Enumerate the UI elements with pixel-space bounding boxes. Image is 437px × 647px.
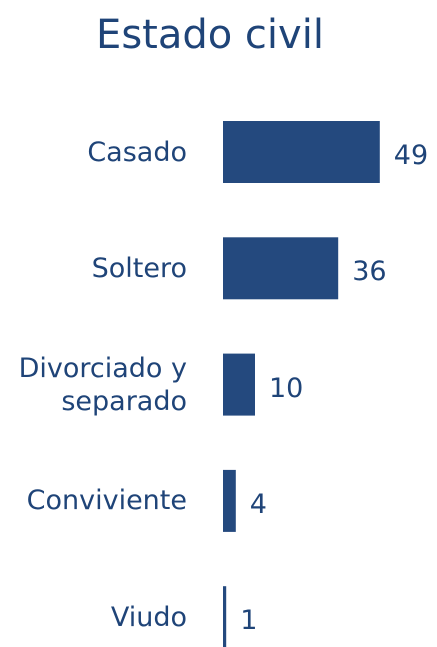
- category-label: Casado: [87, 136, 187, 168]
- value-label: 4: [249, 488, 267, 520]
- bar: [223, 237, 339, 300]
- bar: [223, 469, 236, 532]
- chart-title: Estado civil: [96, 12, 324, 58]
- category-label: Conviviente: [26, 485, 187, 517]
- value-label: 10: [269, 372, 304, 404]
- bar: [223, 353, 255, 416]
- bar: [223, 121, 380, 183]
- value-label: 1: [240, 605, 258, 637]
- value-label: 36: [352, 256, 387, 288]
- category-label: Viudo: [110, 601, 187, 633]
- category-label: Soltero: [91, 252, 187, 284]
- value-label: 49: [393, 140, 429, 171]
- category-label: Divorciado y separado: [18, 352, 187, 417]
- bar: [223, 586, 227, 647]
